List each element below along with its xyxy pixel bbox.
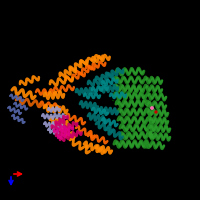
Point <box>150 106 154 110</box>
Point <box>154 110 158 114</box>
